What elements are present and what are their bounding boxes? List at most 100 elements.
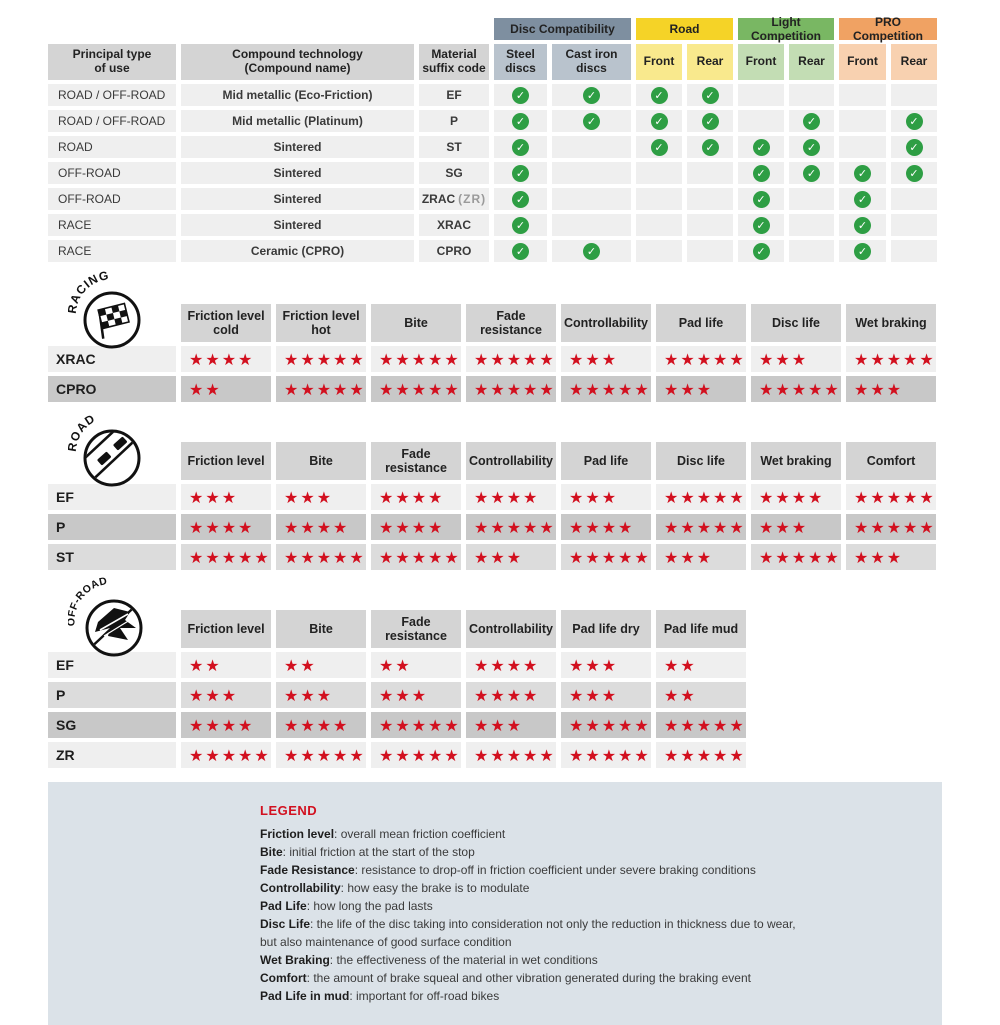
check-icon: ✓ bbox=[854, 242, 871, 260]
rating-column-header: Pad life dry bbox=[561, 610, 651, 648]
rating-row-label: ST bbox=[48, 544, 176, 570]
star-rating: ★★ bbox=[656, 682, 746, 708]
compatibility-cell bbox=[839, 84, 886, 106]
check-icon: ✓ bbox=[512, 112, 529, 130]
rating-row-label: EF bbox=[48, 484, 176, 510]
compatibility-cell bbox=[687, 240, 733, 262]
compatibility-cell bbox=[738, 110, 784, 132]
compatibility-cell bbox=[552, 214, 631, 236]
compatibility-cell: ✓ bbox=[738, 136, 784, 158]
compatibility-cell bbox=[891, 188, 937, 210]
compatibility-cell bbox=[636, 214, 682, 236]
column-header-lc-rear: Rear bbox=[789, 44, 834, 80]
legend-item: Pad Life in mud: important for off-road … bbox=[260, 989, 500, 1003]
star-rating: ★★★ bbox=[276, 682, 366, 708]
compatibility-cell bbox=[552, 136, 631, 158]
compound-cell: Sintered bbox=[181, 136, 414, 158]
check-icon: ✓ bbox=[803, 164, 820, 182]
compound-cell: Sintered bbox=[181, 214, 414, 236]
rating-row-label: CPRO bbox=[48, 376, 176, 402]
compound-cell: Mid metallic (Platinum) bbox=[181, 110, 414, 132]
compatibility-cell: ✓ bbox=[839, 188, 886, 210]
check-icon: ✓ bbox=[854, 164, 871, 182]
check-icon: ✓ bbox=[752, 164, 770, 182]
legend-item: Controllability: how easy the brake is t… bbox=[260, 881, 530, 895]
column-header-pro-front: Front bbox=[839, 44, 886, 80]
star-rating: ★★★★ bbox=[466, 652, 556, 678]
legend-term: Bite bbox=[260, 845, 283, 859]
principal-use-cell: OFF-ROAD bbox=[48, 162, 176, 184]
star-rating: ★★★ bbox=[656, 544, 746, 570]
star-rating: ★★★★★ bbox=[371, 346, 461, 372]
compatibility-cell bbox=[891, 214, 937, 236]
rating-row-label: P bbox=[48, 682, 176, 708]
check-icon: ✓ bbox=[701, 112, 719, 130]
compatibility-cell bbox=[636, 188, 682, 210]
rating-column-header: Bite bbox=[371, 304, 461, 342]
material-code-suffix: (ZR) bbox=[458, 192, 487, 206]
compatibility-cell bbox=[687, 214, 733, 236]
star-rating: ★★★★★ bbox=[371, 742, 461, 768]
material-code-cell: SG bbox=[419, 162, 489, 184]
star-rating: ★★★★★ bbox=[181, 742, 271, 768]
rating-column-header: Friction level bbox=[181, 610, 271, 648]
legend-item: Pad Life: how long the pad lasts bbox=[260, 899, 433, 913]
star-rating: ★★ bbox=[276, 652, 366, 678]
star-rating: ★★★★ bbox=[371, 484, 461, 510]
group-header-light-competition: Light Competition bbox=[738, 15, 834, 43]
compatibility-cell: ✓ bbox=[738, 240, 784, 262]
principal-use-cell: RACE bbox=[48, 214, 176, 236]
star-rating: ★★★★★ bbox=[466, 376, 556, 402]
rating-column-header: Pad life bbox=[656, 304, 746, 342]
compatibility-cell bbox=[552, 162, 631, 184]
rating-column-header: Controllability bbox=[466, 442, 556, 480]
star-rating: ★★★★★ bbox=[656, 742, 746, 768]
road-rating-table: Friction level Bite Fade resistance Control… bbox=[48, 442, 990, 570]
star-rating: ★★★ bbox=[561, 346, 651, 372]
star-rating: ★★★★★ bbox=[466, 514, 556, 540]
star-rating: ★★★ bbox=[561, 484, 651, 510]
check-icon: ✓ bbox=[854, 216, 871, 234]
compatibility-cell bbox=[636, 240, 682, 262]
legend-term: Pad Life bbox=[260, 899, 307, 913]
compatibility-cell: ✓ bbox=[891, 162, 937, 184]
legend-item: Wet Braking: the effectiveness of the ma… bbox=[260, 953, 598, 967]
rating-column-header: Fade resistance bbox=[466, 304, 556, 342]
star-rating: ★★★★★ bbox=[181, 544, 271, 570]
check-icon: ✓ bbox=[512, 190, 529, 208]
compatibility-cell: ✓ bbox=[738, 214, 784, 236]
star-rating: ★★★★ bbox=[466, 484, 556, 510]
column-header-steel-discs: Steel discs bbox=[494, 44, 547, 80]
column-header-road-rear: Rear bbox=[687, 44, 733, 80]
compatibility-cell bbox=[789, 214, 834, 236]
rating-row-label: XRAC bbox=[48, 346, 176, 372]
star-rating: ★★★★★ bbox=[276, 376, 366, 402]
material-code-cell: EF bbox=[419, 84, 489, 106]
compatibility-cell: ✓ bbox=[636, 84, 682, 106]
rating-column-header: Friction level hot bbox=[276, 304, 366, 342]
compatibility-cell: ✓ bbox=[636, 136, 682, 158]
compatibility-cell: ✓ bbox=[789, 136, 834, 158]
compound-cell: Mid metallic (Eco-Friction) bbox=[181, 84, 414, 106]
star-rating: ★★★ bbox=[466, 712, 556, 738]
rating-column-header: Disc life bbox=[656, 442, 746, 480]
group-header-disc-compatibility: Disc Compatibility bbox=[494, 18, 631, 40]
rating-row-label: P bbox=[48, 514, 176, 540]
compatibility-cell: ✓ bbox=[552, 240, 631, 262]
star-rating: ★★★★ bbox=[181, 712, 271, 738]
column-header-compound-technology: Compound technology (Compound name) bbox=[181, 44, 414, 80]
legend-item: Comfort: the amount of brake squeal and … bbox=[260, 971, 751, 985]
star-rating: ★★★★★ bbox=[656, 712, 746, 738]
star-rating: ★★★★★ bbox=[561, 544, 651, 570]
star-rating: ★★★ bbox=[751, 346, 841, 372]
rating-column-header: Bite bbox=[276, 610, 366, 648]
group-header-road: Road bbox=[636, 18, 733, 40]
compatibility-cell: ✓ bbox=[839, 162, 886, 184]
compatibility-cell: ✓ bbox=[494, 110, 547, 132]
legend-item: Friction level: overall mean friction co… bbox=[260, 827, 506, 841]
rating-column-header: Pad life bbox=[561, 442, 651, 480]
check-icon: ✓ bbox=[905, 164, 923, 182]
road-icon: ROAD bbox=[68, 411, 141, 487]
